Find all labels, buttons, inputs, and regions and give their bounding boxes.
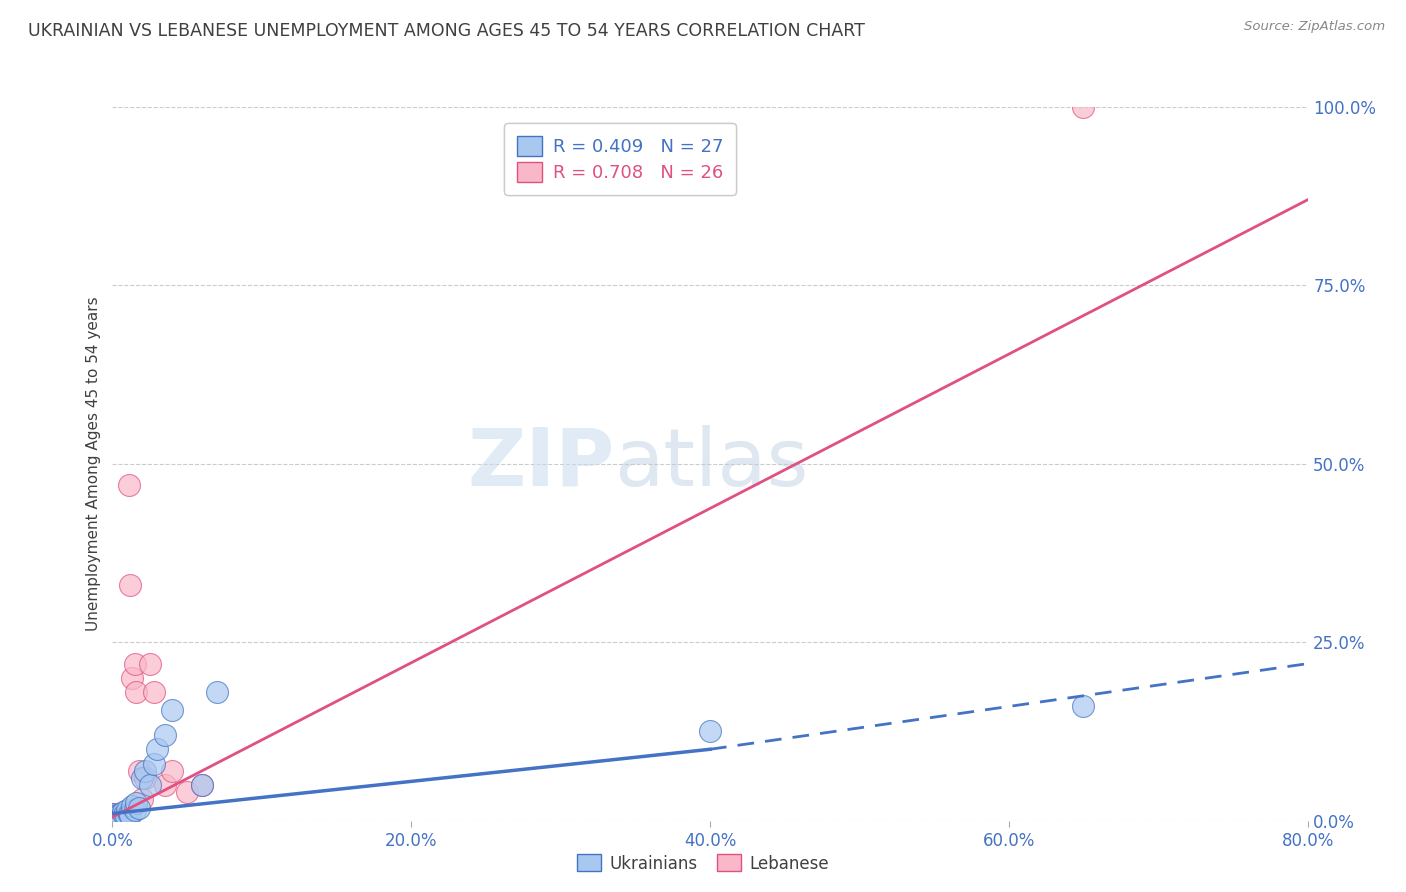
Text: ZIP: ZIP: [467, 425, 614, 503]
Point: [131, 792, 153, 806]
Point: [108, 808, 131, 822]
Point: [153, 728, 176, 742]
Point: [124, 803, 146, 817]
Point: [105, 806, 128, 821]
Y-axis label: Unemployment Among Ages 45 to 54 years: Unemployment Among Ages 45 to 54 years: [86, 296, 101, 632]
Point: [105, 808, 128, 822]
Point: [120, 808, 142, 822]
Point: [110, 809, 132, 823]
Point: [139, 778, 162, 792]
Point: [134, 771, 156, 785]
Point: [107, 809, 129, 823]
Point: [111, 806, 134, 821]
Point: [101, 806, 124, 821]
Point: [115, 808, 138, 822]
Point: [110, 810, 132, 824]
Point: [118, 806, 141, 821]
Point: [118, 478, 141, 492]
Point: [101, 806, 124, 821]
Point: [139, 657, 162, 671]
Point: [114, 808, 135, 822]
Point: [115, 809, 138, 823]
Point: [121, 671, 143, 685]
Point: [162, 764, 183, 778]
Point: [143, 756, 166, 771]
Legend: Ukrainians, Lebanese: Ukrainians, Lebanese: [571, 847, 835, 880]
Point: [128, 764, 150, 778]
Point: [146, 742, 169, 756]
Point: [176, 785, 198, 799]
Point: [134, 764, 156, 778]
Point: [162, 703, 183, 717]
Point: [125, 685, 148, 699]
Point: [121, 799, 143, 814]
Point: [120, 578, 142, 592]
Point: [117, 810, 139, 824]
Point: [104, 810, 127, 824]
Point: [107, 810, 129, 824]
Text: Source: ZipAtlas.com: Source: ZipAtlas.com: [1244, 20, 1385, 33]
Point: [699, 724, 721, 739]
Text: atlas: atlas: [614, 425, 808, 503]
Point: [205, 685, 228, 699]
Point: [191, 778, 214, 792]
Point: [1073, 100, 1095, 114]
Point: [114, 810, 135, 824]
Point: [143, 685, 166, 699]
Point: [153, 778, 176, 792]
Point: [104, 808, 127, 822]
Point: [191, 778, 214, 792]
Point: [108, 806, 131, 821]
Point: [124, 657, 146, 671]
Point: [117, 803, 139, 817]
Point: [103, 810, 125, 824]
Text: UKRAINIAN VS LEBANESE UNEMPLOYMENT AMONG AGES 45 TO 54 YEARS CORRELATION CHART: UKRAINIAN VS LEBANESE UNEMPLOYMENT AMONG…: [28, 22, 865, 40]
Point: [111, 805, 134, 819]
Legend: R = 0.409   N = 27, R = 0.708   N = 26: R = 0.409 N = 27, R = 0.708 N = 26: [503, 123, 735, 194]
Point: [125, 796, 148, 810]
Point: [1073, 699, 1095, 714]
Point: [128, 801, 150, 815]
Point: [131, 771, 153, 785]
